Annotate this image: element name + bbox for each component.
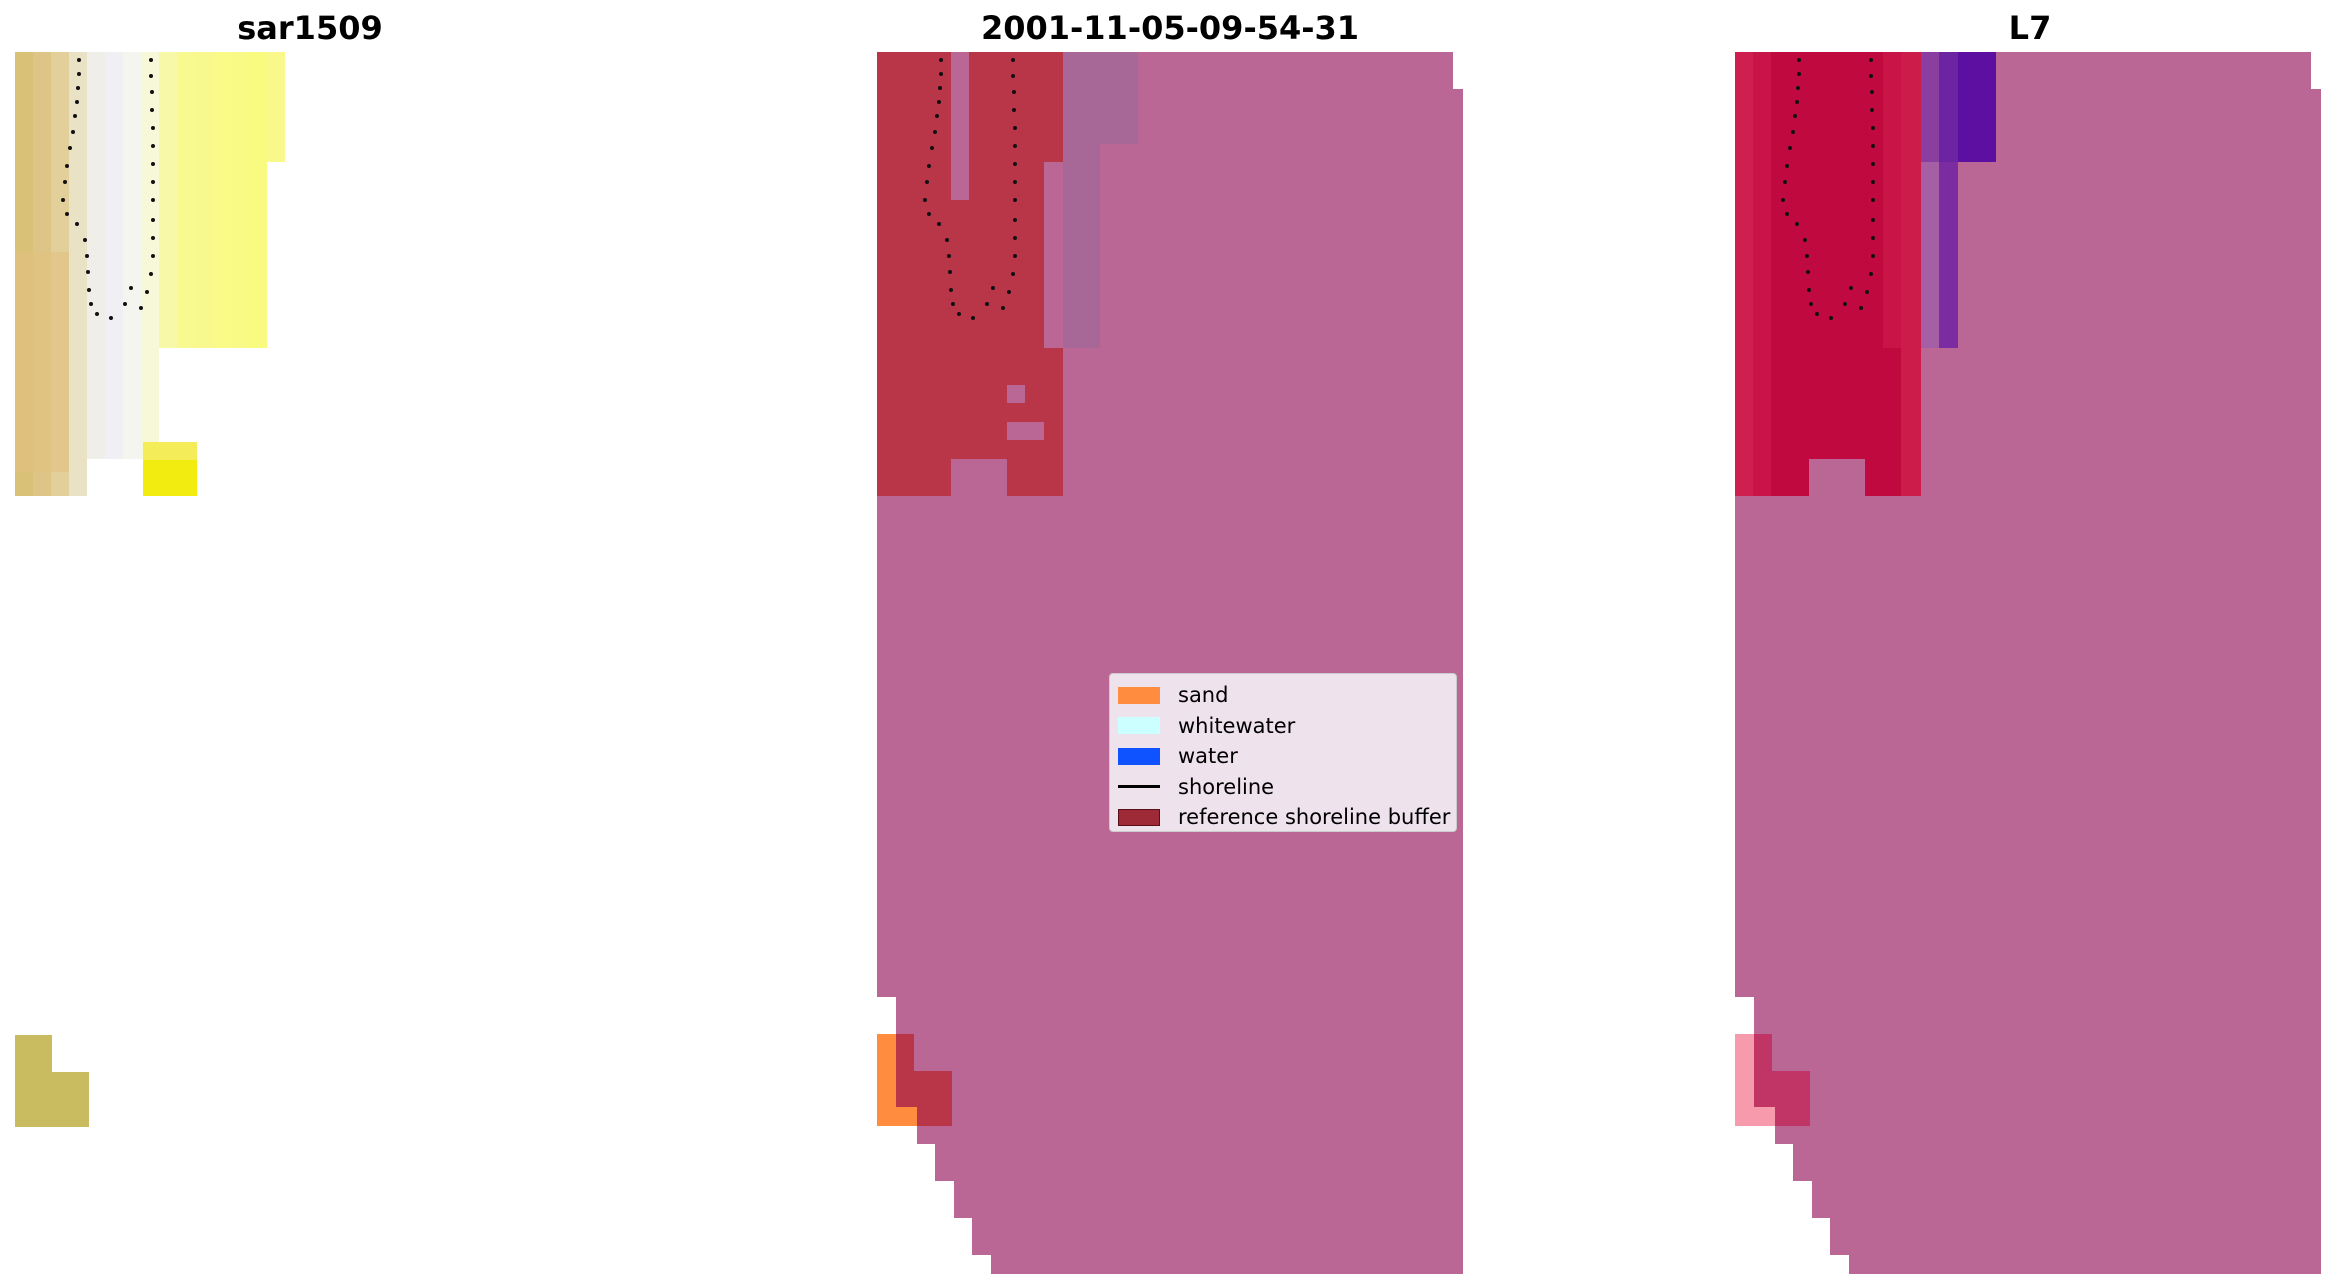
sand-swatch bbox=[1118, 686, 1160, 704]
index-panel bbox=[1735, 52, 2321, 1274]
legend-item-reference-buffer: reference shoreline buffer bbox=[1118, 802, 1456, 833]
classification-image bbox=[877, 52, 1463, 1274]
shoreline-line-swatch bbox=[1118, 785, 1160, 789]
rgb-image bbox=[15, 52, 285, 1127]
legend-item-whitewater: whitewater bbox=[1118, 711, 1456, 742]
legend-item-water: water bbox=[1118, 741, 1456, 772]
buffer-swatch bbox=[1118, 808, 1160, 826]
panel-title-classification: 2001-11-05-09-54-31 bbox=[980, 9, 1360, 47]
shoreline-dots bbox=[61, 58, 155, 320]
whitewater-swatch bbox=[1118, 717, 1160, 735]
shoreline-dots bbox=[1781, 58, 1875, 320]
panel-title-rgb: sar1509 bbox=[237, 9, 383, 47]
legend-item-shoreline: shoreline bbox=[1118, 772, 1456, 803]
legend-label: reference shoreline buffer bbox=[1178, 805, 1451, 830]
legend-label: whitewater bbox=[1178, 713, 1296, 738]
water-swatch bbox=[1118, 747, 1160, 765]
shoreline-dots bbox=[923, 58, 1017, 320]
legend-item-sand: sand bbox=[1118, 680, 1456, 711]
legend-label: sand bbox=[1178, 683, 1229, 708]
legend: sand whitewater water shoreline referenc… bbox=[1109, 673, 1457, 832]
panel-title-index: L7 bbox=[2008, 9, 2052, 47]
index-image bbox=[1735, 52, 2321, 1274]
classification-panel bbox=[877, 52, 1463, 1274]
rgb-image-panel bbox=[15, 52, 601, 1274]
legend-label: shoreline bbox=[1178, 774, 1275, 799]
legend-label: water bbox=[1178, 744, 1238, 769]
